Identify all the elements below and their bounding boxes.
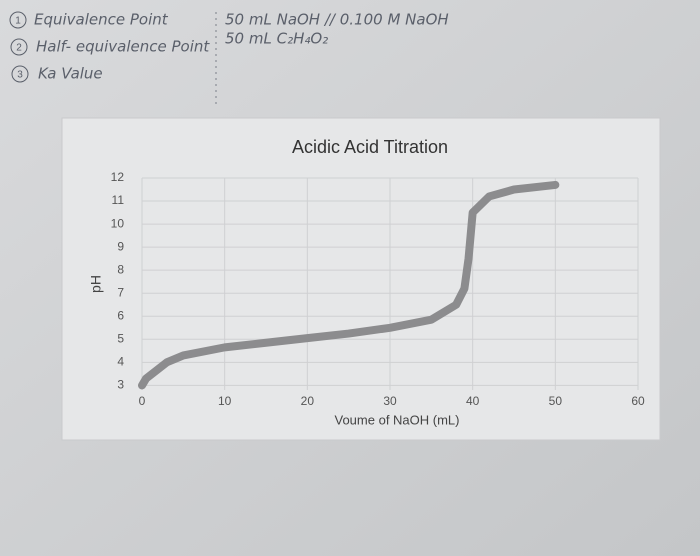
y-tick-label: 6 [117, 308, 124, 322]
y-tick-label: 8 [117, 262, 124, 276]
note-circle [9, 11, 27, 29]
y-tick-label: 3 [117, 378, 124, 392]
x-tick-label: 20 [301, 394, 315, 408]
y-tick-label: 9 [117, 239, 124, 253]
x-tick-label: 10 [218, 394, 232, 408]
note-text: Ka Value [38, 65, 103, 83]
chart-frame [61, 117, 661, 441]
x-tick-label: 60 [631, 394, 645, 408]
chart: Acidic Acid Titration Voume of NaOH (mL)… [88, 137, 645, 428]
solution-text: 50 mL NaOH // 0.100 M NaOH [225, 11, 449, 29]
chart-title: Acidic Acid Titration [292, 137, 448, 157]
note-text: Equivalence Point [34, 11, 169, 29]
x-tick-label: 50 [549, 394, 563, 408]
y-axis-label: pH [88, 275, 104, 293]
titration-curve [138, 180, 560, 390]
y-tick-label: 4 [117, 355, 124, 369]
note-circle [10, 38, 28, 56]
y-tick-label: 5 [117, 331, 124, 345]
x-tick-label: 40 [466, 394, 480, 408]
note-number: 3 [17, 70, 23, 81]
y-tick-label: 11 [112, 193, 125, 207]
note-number: 2 [16, 43, 22, 54]
note-text: Half- equivalence Point [36, 38, 210, 56]
x-tick-label: 0 [139, 394, 146, 408]
x-axis-label: Voume of NaOH (mL) [335, 412, 460, 427]
notes: 1 Equivalence Point 2 Half- equivalence Poi… [9, 11, 449, 83]
x-tick-label: 30 [383, 394, 397, 408]
note-number: 1 [15, 16, 21, 27]
note-circle [11, 65, 29, 83]
y-tick-label: 12 [111, 170, 125, 184]
y-tick-label: 10 [111, 216, 125, 230]
solution-text: 50 mL C₂H₄O₂ [225, 30, 328, 48]
y-tick-label: 7 [117, 285, 124, 299]
